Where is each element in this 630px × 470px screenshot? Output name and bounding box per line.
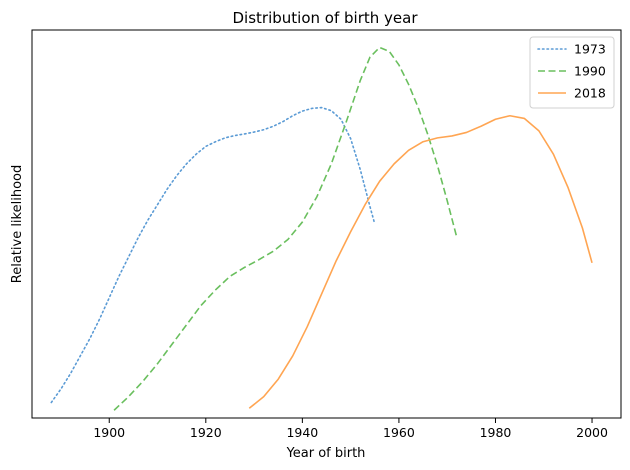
legend-label-1973: 1973 xyxy=(574,42,606,57)
x-axis-label: Year of birth xyxy=(286,446,366,461)
series-line-1990 xyxy=(113,46,458,411)
legend-label-1990: 1990 xyxy=(574,64,606,79)
series-line-2018 xyxy=(248,114,593,409)
x-tick-label: 1960 xyxy=(383,425,415,440)
legend-box xyxy=(529,36,615,109)
series-line-1973 xyxy=(50,106,376,404)
x-tick-label: 1920 xyxy=(190,425,222,440)
x-tick-label: 1900 xyxy=(93,425,125,440)
series-layer xyxy=(50,46,593,411)
plot-area xyxy=(31,29,622,419)
x-tick-label: 1940 xyxy=(286,425,318,440)
x-axis-ticks: 1900 1920 1940 1960 1980 2000 xyxy=(93,418,608,440)
x-tick-label: 2000 xyxy=(576,425,608,440)
legend-label-2018: 2018 xyxy=(574,86,606,101)
plot-frame xyxy=(31,29,622,419)
y-axis-label: Relative likelihood xyxy=(10,165,25,283)
chart-title: Distribution of birth year xyxy=(233,9,419,27)
legend: 1973 1990 2018 xyxy=(529,36,615,109)
legend-items: 1973 1990 2018 xyxy=(537,42,606,101)
x-tick-label: 1980 xyxy=(480,425,512,440)
